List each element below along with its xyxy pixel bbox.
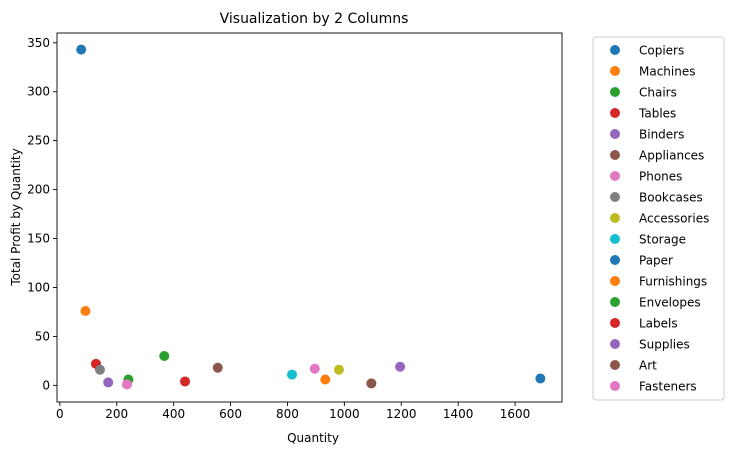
point-binders — [395, 361, 406, 372]
y-tick-label: 100 — [27, 280, 50, 294]
legend-label: Furnishings — [639, 275, 707, 289]
y-tick-label: 50 — [35, 329, 50, 343]
x-tick-label: 1600 — [500, 407, 531, 421]
y-tick-label: 150 — [27, 232, 50, 246]
legend-marker — [610, 45, 620, 55]
legend-label: Bookcases — [639, 191, 703, 205]
point-machines — [80, 305, 91, 316]
legend-marker — [610, 381, 620, 391]
legend-marker — [610, 318, 620, 328]
legend-marker — [610, 339, 620, 349]
legend-marker — [610, 360, 620, 370]
legend-marker — [610, 192, 620, 202]
x-axis-label: Quantity — [287, 431, 339, 445]
x-tick-label: 0 — [56, 407, 64, 421]
point-copiers — [76, 44, 87, 55]
legend-label: Storage — [639, 233, 686, 247]
legend-marker — [610, 171, 620, 181]
legend-marker — [610, 87, 620, 97]
legend-label: Copiers — [639, 44, 684, 58]
legend-label: Fasteners — [639, 380, 697, 394]
legend-label: Paper — [639, 254, 673, 268]
legend-marker — [610, 66, 620, 76]
x-tick-label: 800 — [276, 407, 299, 421]
y-tick-label: 0 — [42, 378, 50, 392]
point-paper — [535, 373, 546, 384]
legend: Copiers Machines Chairs Tables Binders Applia… — [592, 36, 725, 401]
legend-marker — [610, 234, 620, 244]
legend-marker — [610, 276, 620, 286]
legend-label: Appliances — [639, 149, 704, 163]
legend-marker — [610, 297, 620, 307]
point-art — [366, 378, 377, 389]
chart-title: Visualization by 2 Columns — [220, 11, 409, 27]
legend-marker — [610, 108, 620, 118]
point-appliances — [212, 362, 223, 373]
legend-frame — [592, 36, 725, 401]
x-tick-label: 1400 — [443, 407, 474, 421]
legend-label: Chairs — [639, 86, 677, 100]
x-tick-label: 1000 — [329, 407, 360, 421]
point-labels — [180, 376, 191, 387]
legend-label: Binders — [639, 128, 684, 142]
legend-marker — [610, 255, 620, 265]
point-furnishings — [320, 374, 331, 385]
legend-label: Phones — [639, 170, 682, 184]
point-storage — [287, 369, 298, 380]
data-points — [76, 44, 546, 390]
y-tick-label: 250 — [27, 134, 50, 148]
legend-marker — [610, 150, 620, 160]
x-axis: 0 200 400 600 800 1000 1200 1400 1600 — [56, 402, 530, 421]
legend-label: Supplies — [639, 338, 690, 352]
y-tick-label: 200 — [27, 183, 50, 197]
y-axis-label: Total Profit by Quantity — [9, 148, 23, 286]
legend-label: Accessories — [639, 212, 709, 226]
point-fasteners — [121, 379, 132, 390]
legend-label: Labels — [639, 317, 678, 331]
point-supplies — [103, 377, 114, 388]
x-tick-label: 600 — [219, 407, 242, 421]
plot-area — [56, 32, 563, 403]
legend-label: Machines — [639, 65, 695, 79]
y-tick-label: 300 — [27, 85, 50, 99]
y-axis: 0 50 100 150 200 250 300 350 — [27, 36, 57, 392]
point-phones — [309, 363, 320, 374]
point-accessories — [333, 364, 344, 375]
x-tick-label: 400 — [162, 407, 185, 421]
legend-label: Art — [639, 359, 657, 373]
y-tick-label: 350 — [27, 36, 50, 50]
legend-marker — [610, 213, 620, 223]
legend-label: Tables — [638, 107, 676, 121]
point-chairs — [159, 350, 170, 361]
x-tick-label: 200 — [105, 407, 128, 421]
legend-label: Envelopes — [639, 296, 701, 310]
point-bookcases — [94, 364, 105, 375]
legend-marker — [610, 129, 620, 139]
x-tick-label: 1200 — [386, 407, 417, 421]
